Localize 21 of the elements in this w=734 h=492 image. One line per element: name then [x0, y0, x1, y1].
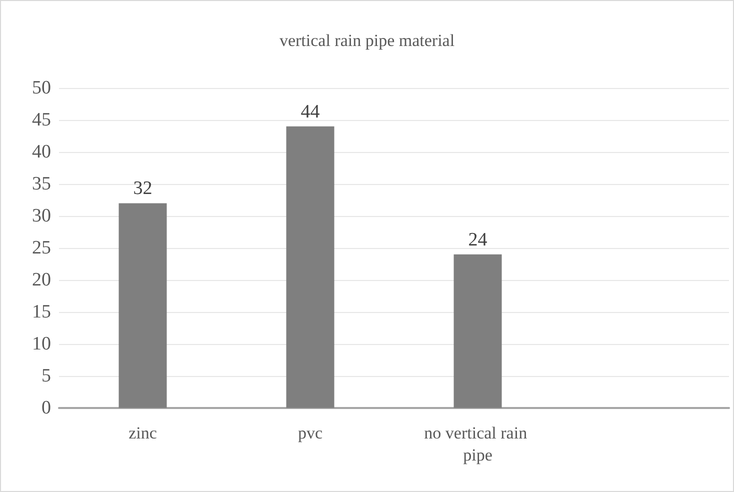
y-tick-label: 0 — [42, 398, 51, 418]
y-tick-label: 40 — [32, 142, 51, 162]
x-tick-label: zinc — [128, 424, 158, 442]
x-tick-label: pvc — [298, 424, 323, 442]
bar — [454, 254, 502, 408]
data-label: 44 — [300, 101, 320, 122]
bar — [286, 126, 334, 408]
y-tick-label: 25 — [32, 238, 51, 258]
y-tick-label: 35 — [32, 174, 51, 194]
data-label: 24 — [468, 229, 488, 250]
y-tick-label: 30 — [32, 206, 51, 226]
x-tick-label: no vertical rain pipe — [424, 424, 532, 464]
chart-title: vertical rain pipe material — [279, 31, 455, 50]
y-tick-label: 20 — [32, 270, 51, 290]
y-tick-label: 50 — [32, 78, 51, 98]
y-tick-label: 10 — [32, 334, 51, 354]
data-label: 32 — [133, 178, 152, 200]
y-tick-label: 15 — [32, 302, 51, 322]
bar — [118, 203, 167, 408]
y-tick-label: 45 — [32, 110, 51, 130]
y-tick-label: 5 — [42, 366, 51, 386]
